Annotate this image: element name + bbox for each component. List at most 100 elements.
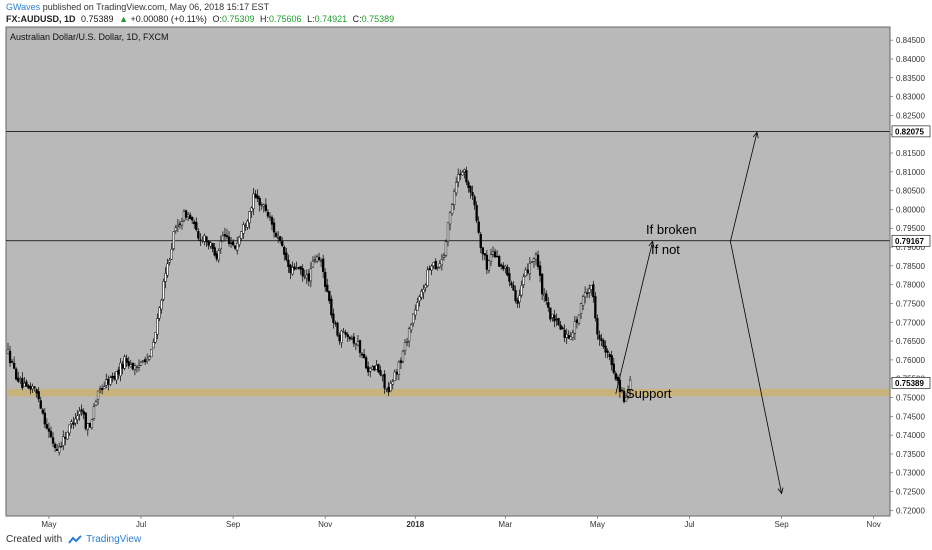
candle-body-down (334, 322, 337, 325)
candle-body-down (618, 379, 622, 392)
candle-body-up (520, 285, 523, 296)
candle (70, 419, 73, 429)
candle (573, 315, 577, 340)
candle (352, 333, 356, 348)
candle-body-down (82, 411, 85, 415)
publisher-line: GWaves published on TradingView.com, May… (6, 2, 269, 12)
candle-body-down (540, 274, 544, 295)
candle-body-down (469, 185, 472, 193)
candle (51, 432, 55, 448)
candle (60, 441, 63, 448)
x-tick-label: Nov (318, 520, 332, 529)
candle (452, 188, 456, 210)
candle (401, 349, 405, 364)
candle (164, 267, 167, 289)
candle-body-up (487, 260, 491, 271)
candle-body-down (84, 412, 87, 429)
candle-body-up (260, 204, 263, 206)
candle-body-down (256, 195, 259, 199)
candle (68, 424, 71, 437)
candle-body-down (8, 350, 12, 364)
candle (43, 407, 46, 429)
candle-body-down (297, 267, 300, 269)
candle-body-up (115, 371, 118, 381)
candle-body-down (289, 264, 292, 274)
candle (279, 235, 282, 244)
candle-body-down (35, 389, 38, 394)
candle (156, 313, 159, 340)
candle-body-up (491, 251, 495, 255)
candle-body-up (70, 421, 73, 425)
tradingview-brand-link[interactable]: TradingView (86, 534, 142, 545)
x-tick-label: Mar (498, 520, 512, 529)
candle (225, 228, 229, 240)
candle (577, 314, 581, 326)
candle (287, 254, 290, 273)
candle (146, 353, 149, 364)
candle-body-down (53, 443, 57, 448)
candle (592, 280, 595, 303)
candle-body-down (493, 251, 497, 258)
candle-body-down (602, 340, 605, 347)
candle-body-down (301, 268, 304, 277)
candle (467, 180, 470, 193)
candle (37, 387, 40, 403)
candle (616, 374, 620, 385)
candle (559, 320, 562, 331)
symbol-line: FX:AUDUSD, 1D 0.75389 ▲ +0.00080 (+0.11%… (6, 14, 394, 24)
y-tick-label: 0.76000 (896, 356, 925, 365)
candle-body-down (586, 292, 589, 294)
candle-body-up (420, 291, 423, 298)
candle-body-down (344, 332, 347, 335)
candle-body-up (628, 379, 632, 391)
candle (76, 410, 79, 424)
candle-body-up (174, 227, 177, 232)
candle (301, 264, 304, 282)
candle (377, 363, 380, 374)
candle-body-up (461, 171, 464, 176)
candle (444, 239, 448, 258)
candle-body-up (133, 365, 137, 370)
candle (39, 396, 42, 410)
candle (137, 359, 141, 372)
candle (182, 209, 186, 223)
candle (231, 239, 235, 247)
annotation-1: If broken (646, 222, 697, 237)
candle-body-up (209, 242, 212, 247)
candle-body-up (371, 366, 374, 370)
candle (49, 426, 53, 439)
candle (66, 431, 69, 440)
candle-body-down (479, 234, 482, 248)
candle-body-up (369, 368, 372, 372)
candle-body-down (346, 334, 349, 337)
candle-body-down (360, 353, 364, 356)
candle (508, 267, 511, 287)
candle-body-up (236, 242, 239, 251)
support-label: Support (626, 386, 672, 401)
candle (430, 264, 433, 276)
candle-body-up (66, 431, 69, 440)
candle-body-up (381, 374, 384, 377)
candle (420, 288, 423, 300)
candle-body-up (528, 263, 532, 274)
candle (461, 170, 464, 176)
candle (383, 370, 386, 394)
candle (250, 206, 253, 219)
candle-body-up (565, 333, 568, 338)
candle (465, 166, 468, 186)
candle-body-down (184, 210, 188, 218)
y-tick-label: 0.75000 (896, 394, 925, 403)
candle-body-up (577, 314, 581, 324)
publisher-username[interactable]: GWaves (6, 2, 41, 12)
candle (448, 211, 452, 231)
candle (12, 356, 16, 370)
candle-body-up (393, 371, 396, 382)
candle (424, 283, 427, 292)
candle-body-down (279, 236, 282, 241)
candle-body-up (410, 324, 413, 331)
candle-body-up (457, 174, 460, 183)
candle (422, 284, 425, 300)
symbol-name: FX:AUDUSD, 1D (6, 14, 76, 24)
candle-body-down (614, 373, 617, 380)
